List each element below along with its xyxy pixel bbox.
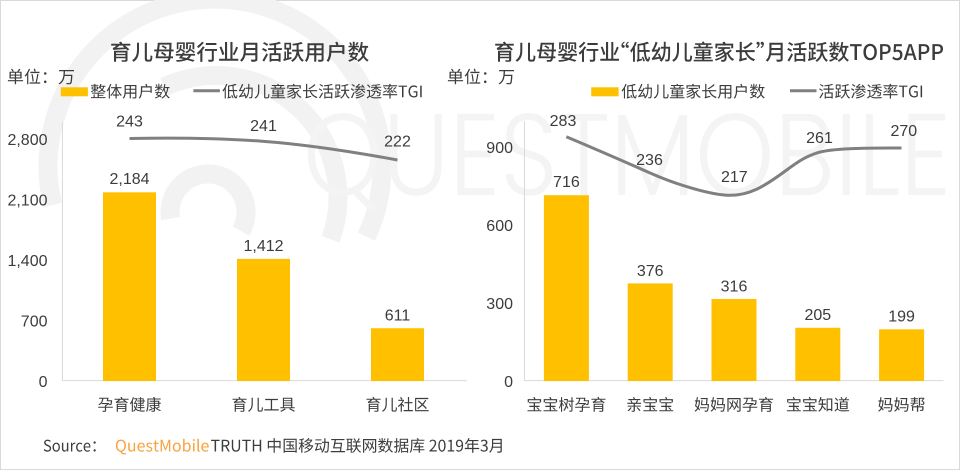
svg-text:261: 261	[806, 130, 833, 147]
svg-text:241: 241	[250, 118, 277, 135]
svg-text:222: 222	[384, 134, 411, 151]
svg-text:316: 316	[721, 279, 748, 296]
svg-text:2,800: 2,800	[7, 132, 47, 149]
svg-text:236: 236	[636, 152, 663, 169]
svg-text:199: 199	[888, 309, 915, 326]
svg-text:900: 900	[486, 140, 513, 157]
svg-text:611: 611	[385, 308, 411, 325]
svg-text:1,400: 1,400	[7, 253, 47, 270]
svg-text:283: 283	[550, 113, 577, 130]
svg-text:716: 716	[553, 174, 580, 191]
svg-text:217: 217	[721, 169, 748, 186]
svg-text:600: 600	[486, 218, 513, 235]
svg-text:2,184: 2,184	[109, 171, 149, 188]
svg-text:300: 300	[486, 296, 513, 313]
svg-text:0: 0	[504, 374, 513, 391]
svg-text:270: 270	[890, 123, 917, 140]
svg-text:0: 0	[39, 374, 48, 391]
svg-text:1,412: 1,412	[243, 238, 283, 255]
svg-text:376: 376	[637, 263, 664, 280]
svg-text:2,100: 2,100	[7, 192, 47, 209]
svg-text:205: 205	[804, 307, 831, 324]
svg-text:700: 700	[21, 313, 48, 330]
svg-text:243: 243	[116, 113, 143, 130]
